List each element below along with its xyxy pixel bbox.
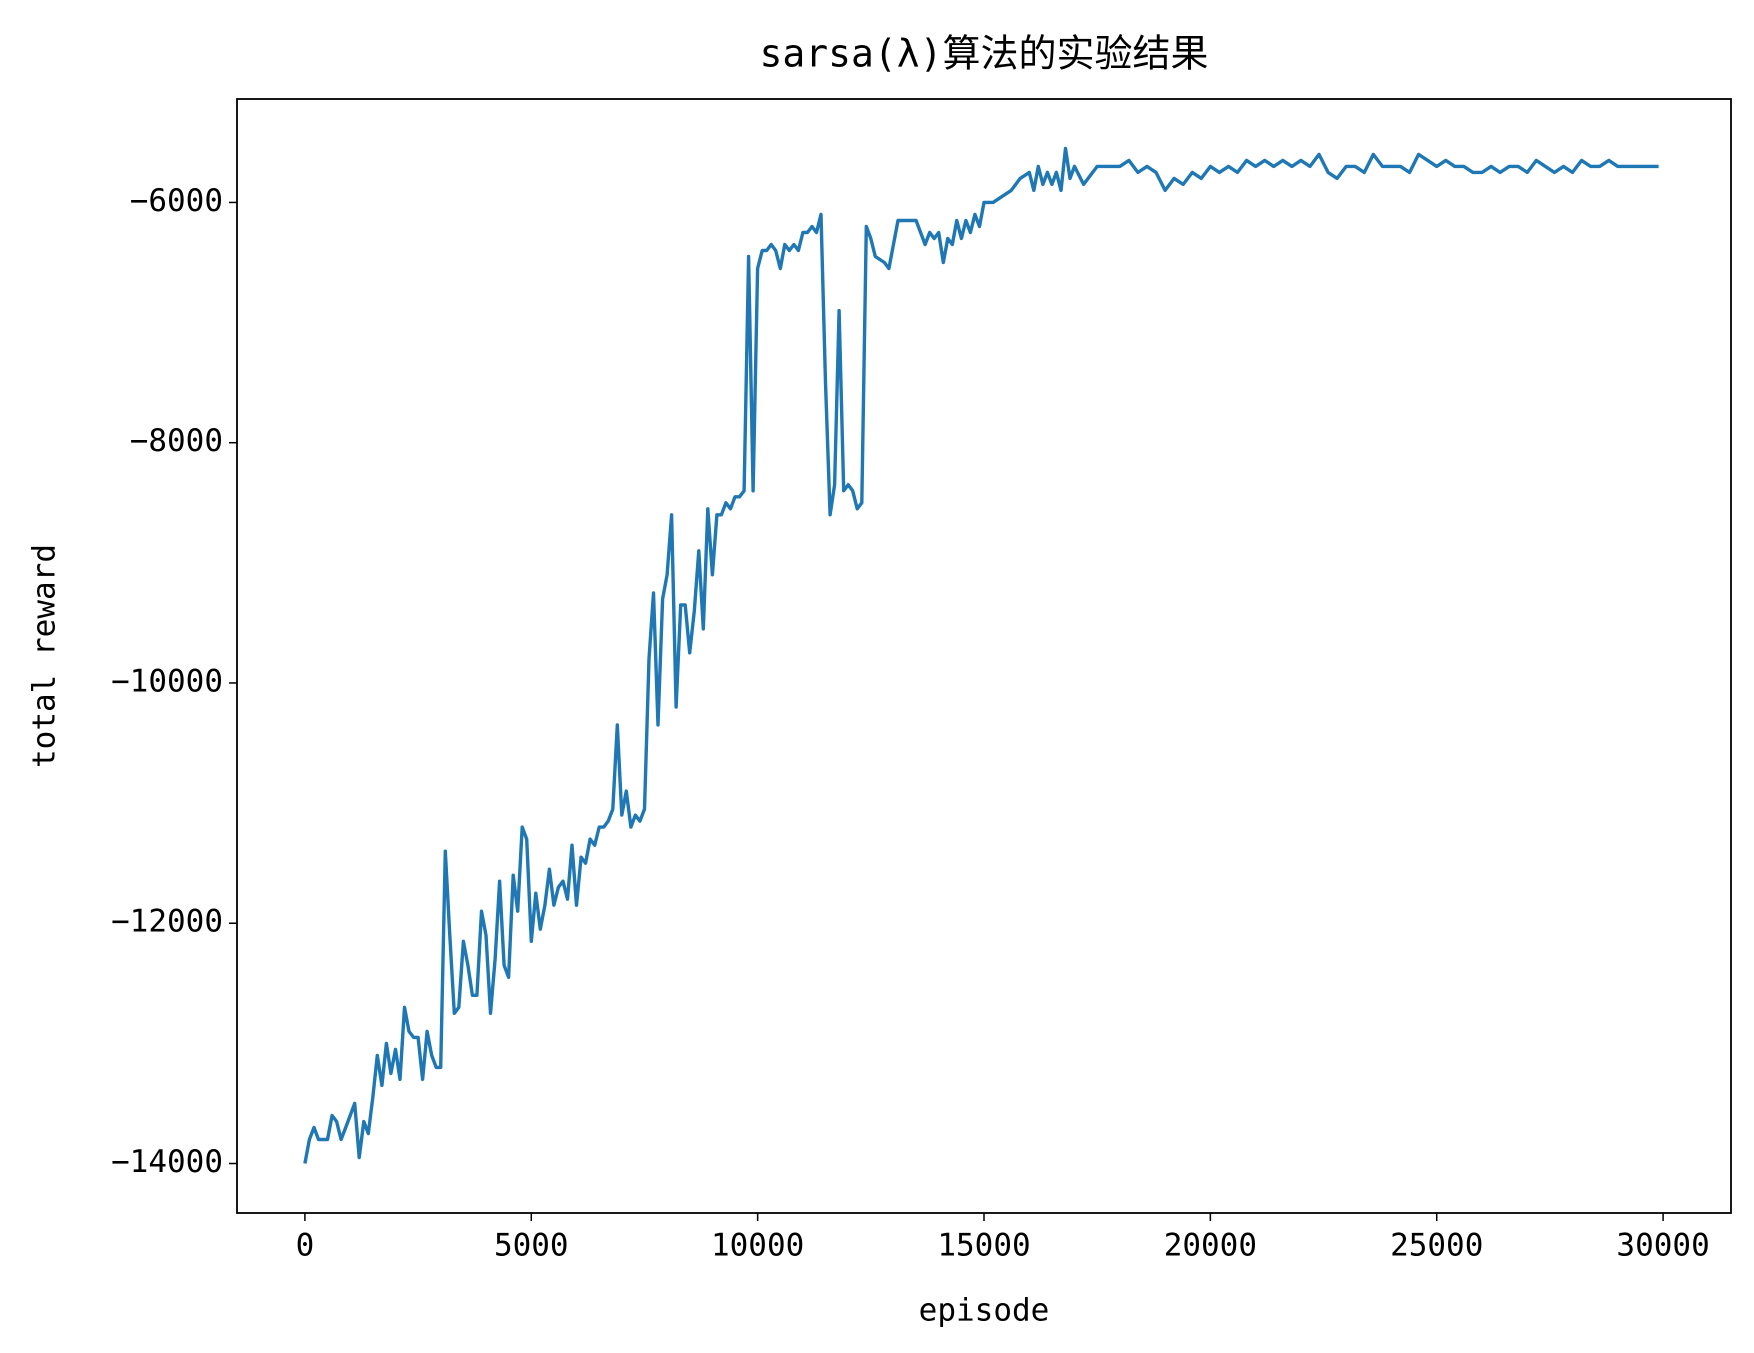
x-axis-label: episode (919, 1293, 1050, 1329)
y-tick-label: −12000 (111, 904, 223, 940)
data-line (303, 146, 1659, 1164)
y-tick-label: −8000 (130, 423, 223, 459)
x-tick-label: 30000 (1616, 1228, 1709, 1264)
y-tick-label: −6000 (130, 183, 223, 219)
y-axis-label: total reward (27, 544, 63, 768)
y-tick-label: −10000 (111, 663, 223, 699)
chart-title: sarsa(λ)算法的实验结果 (759, 32, 1208, 76)
y-tick-label: −14000 (111, 1144, 223, 1180)
x-tick-label: 25000 (1390, 1228, 1483, 1264)
x-tick-label: 20000 (1164, 1228, 1257, 1264)
x-tick-label: 5000 (494, 1228, 569, 1264)
x-tick-label: 0 (296, 1228, 315, 1264)
x-tick-label: 15000 (937, 1228, 1030, 1264)
x-tick-label: 10000 (711, 1228, 804, 1264)
plot-frame (236, 98, 1732, 1214)
